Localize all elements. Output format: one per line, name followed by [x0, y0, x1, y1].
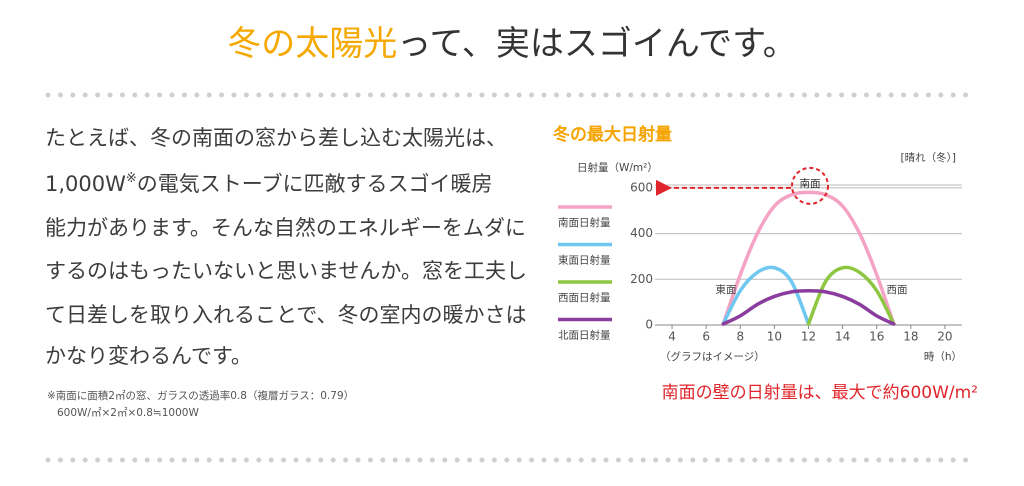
y-tick-label: 600 — [630, 180, 653, 194]
caption: 南面の壁の日射量は、最大で約600W/m² — [662, 383, 978, 403]
legend-label: 西面日射量 — [558, 291, 611, 304]
x-tick-label: 10 — [767, 330, 782, 344]
body-line: かなり変わるんです。 — [45, 344, 252, 368]
y-axis-label: 日射量（W/m²） — [577, 161, 658, 174]
legend-label: 北面日射量 — [558, 329, 611, 342]
chart-title: 冬の最大日射量 — [553, 124, 672, 145]
highlight-circle — [791, 166, 829, 205]
x-tick-label: 8 — [736, 330, 744, 344]
y-tick-label: 400 — [630, 226, 653, 240]
title-highlight: 冬の太陽光 — [227, 24, 397, 64]
series-line — [721, 190, 896, 326]
body-line: たとえば、冬の南面の窓から差し込む太陽光は、 — [45, 126, 507, 150]
body-text: たとえば、冬の南面の窓から差し込む太陽光は、 1,000W※の電気ストーブに匹敵す… — [45, 126, 527, 368]
series-line — [721, 288, 896, 326]
x-axis-label: 時（h） — [924, 351, 962, 363]
series-line — [806, 265, 896, 326]
x-tick-label: 12 — [801, 330, 816, 344]
chart-note: （グラフはイメージ） — [660, 350, 765, 363]
x-tick-label: 14 — [835, 330, 850, 344]
page-title: 冬の太陽光って、実はスゴイんです。 — [227, 24, 797, 64]
body-line: 1,000W※の電気ストーブに匹敵するスゴイ暖房 — [45, 171, 493, 197]
superscript: ※ — [126, 171, 137, 186]
x-tick-label: 6 — [702, 330, 710, 344]
legend-label: 南面日射量 — [558, 216, 611, 229]
x-tick-label: 4 — [668, 330, 676, 344]
body-line: て日差しを取り入れることで、冬の室内の暖かさは — [45, 303, 527, 327]
x-tick-label: 18 — [903, 330, 918, 344]
annotation: 東面 — [716, 283, 737, 296]
series-line — [721, 265, 811, 326]
body-line: 能力があります。そんな自然のエネルギーをムダに — [45, 216, 526, 240]
title-rest: って、実はスゴイんです。 — [397, 24, 797, 64]
note: 600W/㎡×2㎡×0.8≒1000W — [57, 407, 199, 419]
body-line: するのはもったいないと思いませんか。窓を工夫し — [45, 259, 527, 283]
annotation: 西面 — [887, 284, 908, 296]
text: の電気ストーブに匹敵するスゴイ暖房 — [137, 172, 493, 196]
annotation: 南面 — [800, 177, 821, 190]
legend-label: 東面日射量 — [558, 254, 611, 267]
condition: [晴れ（冬）] — [901, 151, 956, 164]
y-tick-label: 0 — [645, 318, 653, 332]
text: 1,000W — [45, 172, 126, 196]
y-tick-label: 200 — [630, 272, 653, 286]
note: ※南面に面積2㎡の窓、ガラスの透過率0.8（複層ガラス：0.79） — [47, 389, 354, 402]
x-tick-label: 20 — [937, 330, 952, 344]
x-tick-label: 16 — [869, 330, 884, 344]
